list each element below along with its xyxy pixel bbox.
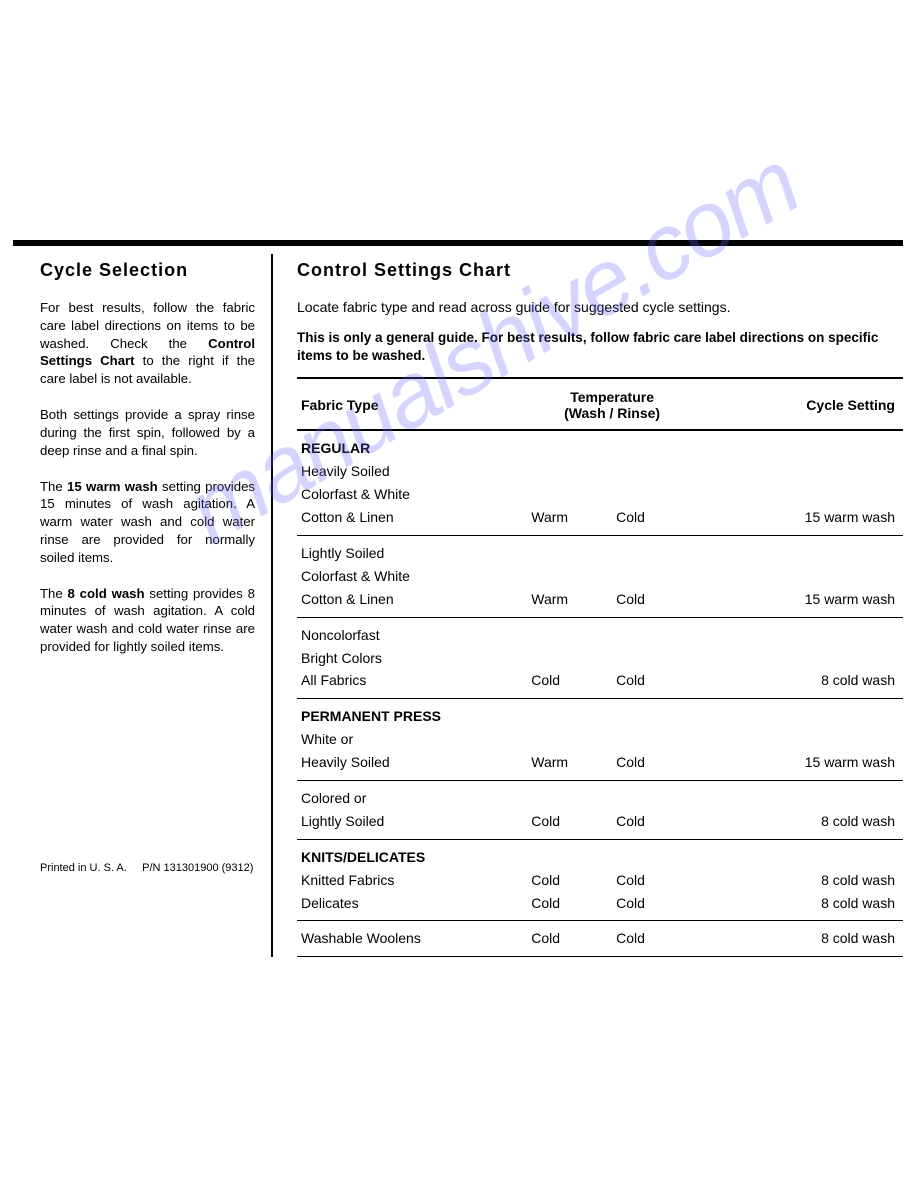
left-p3: The 15 warm wash setting provides 15 min… [40, 478, 255, 567]
footer: Printed in U. S. A. P/N 131301900 (9312) [40, 862, 253, 957]
left-p2: Both settings provide a spray rinse duri… [40, 406, 255, 459]
knits-head: KNITS/DELICATES [297, 839, 527, 868]
regular-head: REGULAR [297, 430, 527, 460]
th-cycle: Cycle Setting [745, 378, 903, 430]
settings-table: Fabric Type Temperature (Wash / Rinse) C… [297, 377, 903, 957]
left-title: Cycle Selection [40, 260, 255, 281]
right-column: Control Settings Chart Locate fabric typ… [273, 254, 903, 957]
right-title: Control Settings Chart [297, 260, 903, 281]
page-wrapper: Cycle Selection For best results, follow… [13, 240, 903, 957]
th-fabric: Fabric Type [297, 378, 527, 430]
left-p1: For best results, follow the fabric care… [40, 299, 255, 388]
th-temp: Temperature (Wash / Rinse) [527, 378, 697, 430]
content: Cycle Selection For best results, follow… [13, 254, 903, 957]
left-column: Cycle Selection For best results, follow… [13, 254, 273, 957]
pp-head: PERMANENT PRESS [297, 699, 527, 728]
note-text: This is only a general guide. For best r… [297, 329, 903, 365]
left-p4: The 8 cold wash setting provides 8 minut… [40, 585, 255, 656]
intro-text: Locate fabric type and read across guide… [297, 299, 903, 315]
